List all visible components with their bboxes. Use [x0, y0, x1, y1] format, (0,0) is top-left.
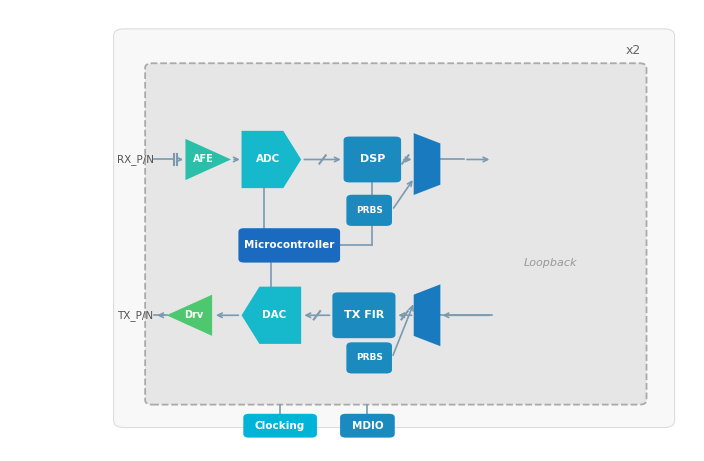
Text: AFE: AFE: [194, 154, 214, 165]
Polygon shape: [414, 284, 441, 346]
FancyBboxPatch shape: [340, 414, 395, 437]
Polygon shape: [241, 131, 301, 188]
FancyBboxPatch shape: [113, 29, 674, 427]
Text: DAC: DAC: [262, 310, 287, 320]
FancyBboxPatch shape: [332, 292, 396, 338]
Text: DSP: DSP: [360, 154, 385, 165]
Text: Drv: Drv: [184, 310, 203, 320]
Text: MDIO: MDIO: [351, 421, 383, 431]
Text: Loopback: Loopback: [524, 258, 577, 267]
FancyBboxPatch shape: [239, 228, 340, 263]
Text: x2: x2: [626, 43, 641, 57]
Polygon shape: [185, 139, 231, 180]
Text: RX_P/N: RX_P/N: [117, 154, 154, 165]
FancyBboxPatch shape: [244, 414, 317, 437]
FancyBboxPatch shape: [145, 63, 646, 405]
Text: Clocking: Clocking: [255, 421, 306, 431]
Polygon shape: [414, 133, 441, 195]
FancyBboxPatch shape: [346, 195, 392, 226]
Text: TX_P/N: TX_P/N: [117, 310, 153, 321]
Text: Microcontroller: Microcontroller: [244, 240, 334, 250]
FancyBboxPatch shape: [344, 136, 401, 183]
FancyBboxPatch shape: [346, 343, 392, 373]
Polygon shape: [167, 295, 212, 336]
Text: PRBS: PRBS: [356, 354, 382, 362]
Polygon shape: [241, 287, 301, 344]
Text: ADC: ADC: [256, 154, 280, 165]
Text: TX FIR: TX FIR: [344, 310, 384, 320]
Text: PRBS: PRBS: [356, 206, 382, 215]
